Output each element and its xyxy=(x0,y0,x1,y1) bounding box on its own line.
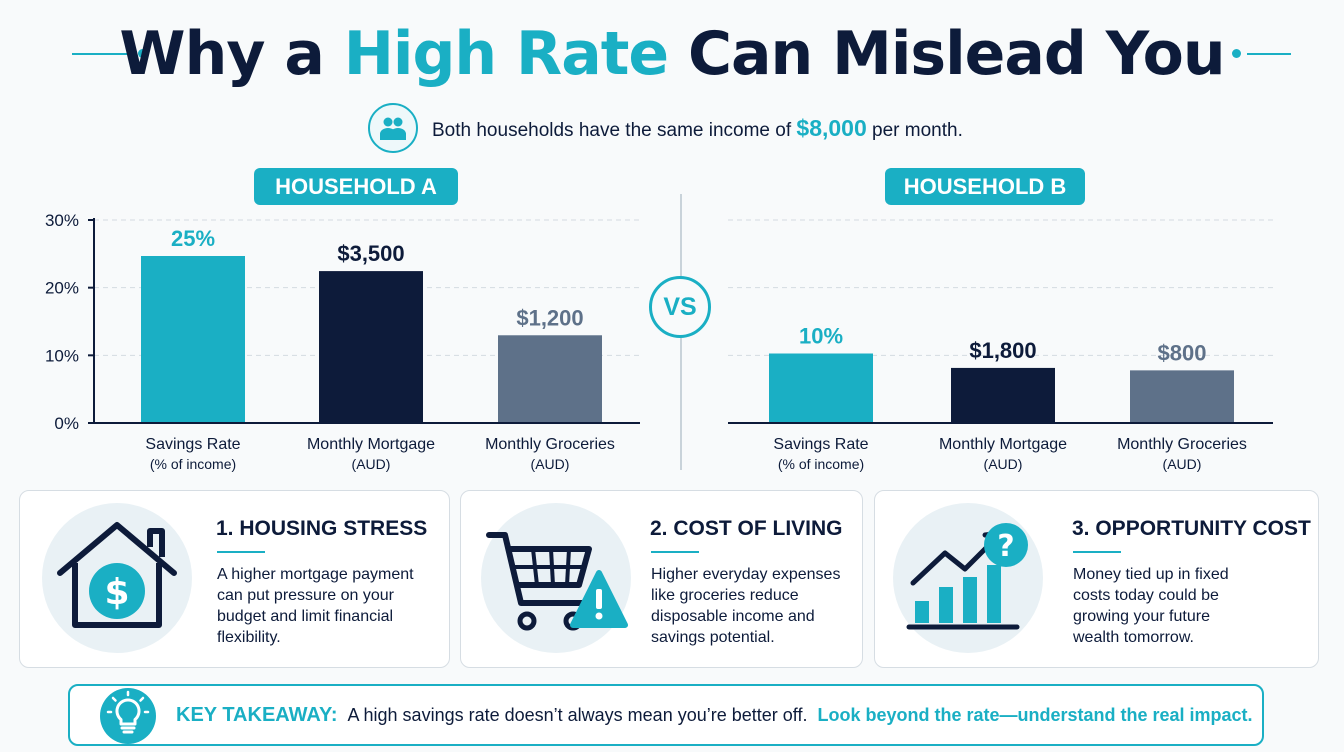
bar xyxy=(141,256,245,423)
svg-text:?: ? xyxy=(997,529,1014,564)
card-body-line: Higher everyday expenses xyxy=(651,566,841,583)
x-category-label: Savings Rate xyxy=(773,436,868,453)
card-title: 3. OPPORTUNITY COST xyxy=(1072,517,1311,540)
x-category-sublabel: (AUD) xyxy=(984,456,1023,472)
housing-stress-card: $ 1. HOUSING STRESS A higher mortgage pa… xyxy=(19,490,450,668)
income-amount: $8,000 xyxy=(796,114,867,141)
lightbulb-icon xyxy=(100,688,156,744)
x-category-sublabel: (AUD) xyxy=(352,456,391,472)
bar xyxy=(769,353,873,423)
x-category-label: Monthly Mortgage xyxy=(939,436,1067,453)
bar-data-label: 10% xyxy=(799,324,843,349)
y-tick-label: 30% xyxy=(45,211,79,230)
card-body-line: wealth tomorrow. xyxy=(1073,629,1194,646)
card-body: A higher mortgage payment can put pressu… xyxy=(217,564,414,648)
cart-warning-icon xyxy=(481,503,631,653)
card-body: Money tied up in fixed costs today could… xyxy=(1073,564,1229,648)
x-category-label: Savings Rate xyxy=(145,436,240,453)
title-deco-right-dot xyxy=(1232,49,1241,58)
title-deco-right-line xyxy=(1247,53,1291,55)
bar-data-label: $3,500 xyxy=(337,241,404,266)
card-body-line: disposable income and xyxy=(651,608,815,625)
household-a-badge: HOUSEHOLD A xyxy=(254,168,458,205)
title-highlight: High Rate xyxy=(343,19,669,89)
household-b-badge: HOUSEHOLD B xyxy=(885,168,1085,205)
income-text-after: per month. xyxy=(866,119,963,141)
takeaway-message: A high savings rate doesn’t always mean … xyxy=(347,704,808,725)
card-divider xyxy=(217,551,265,553)
bar xyxy=(319,271,423,423)
title-after: Can Mislead You xyxy=(668,19,1226,89)
income-text: Both households have the same income of … xyxy=(432,115,963,142)
card-body-line: A higher mortgage payment xyxy=(217,566,414,583)
y-tick-label: 20% xyxy=(45,279,79,298)
card-body-line: growing your future xyxy=(1073,608,1210,625)
cost-of-living-card: 2. COST OF LIVING Higher everyday expens… xyxy=(460,490,863,668)
bar-data-label: $800 xyxy=(1158,340,1207,365)
house-dollar-icon: $ xyxy=(42,503,192,653)
title-before: Why a xyxy=(119,19,344,89)
card-title: 2. COST OF LIVING xyxy=(650,517,843,540)
x-category-sublabel: (AUD) xyxy=(531,456,570,472)
bar xyxy=(951,367,1055,423)
opportunity-cost-card: ? 3. OPPORTUNITY COST Money tied up in f… xyxy=(874,490,1319,668)
card-title: 1. HOUSING STRESS xyxy=(216,517,428,540)
growth-chart-question-icon: ? xyxy=(893,503,1043,653)
page-title: Why a High Rate Can Mislead You xyxy=(0,18,1344,90)
card-divider xyxy=(651,551,699,553)
x-category-label: Monthly Groceries xyxy=(485,436,615,453)
takeaway-emphasis: Look beyond the rate—understand the real… xyxy=(817,704,1253,725)
x-category-sublabel: (AUD) xyxy=(1163,456,1202,472)
title-deco-left-line xyxy=(72,53,128,55)
bar xyxy=(1130,370,1234,423)
takeaway-text: KEY TAKEAWAY: A high savings rate doesn’… xyxy=(176,686,1253,744)
household-comparison-charts: 0% 10% 20% 30% 25% Savings Rate (% of income) $… xyxy=(45,211,1273,472)
x-category-sublabel: (% of income) xyxy=(778,456,864,472)
x-category-label: Monthly Mortgage xyxy=(307,436,435,453)
bar-data-label: 25% xyxy=(171,226,215,251)
vs-badge: VS xyxy=(649,276,711,338)
card-body-line: can put pressure on your xyxy=(217,587,394,604)
title-deco-left-dot xyxy=(138,49,147,58)
takeaway-label: KEY TAKEAWAY: xyxy=(176,703,338,726)
key-takeaway-banner: KEY TAKEAWAY: A high savings rate doesn’… xyxy=(68,684,1264,746)
card-body-line: savings potential. xyxy=(651,629,775,646)
x-category-label: Monthly Groceries xyxy=(1117,436,1247,453)
y-tick-label: 10% xyxy=(45,346,79,365)
bar-data-label: $1,800 xyxy=(969,338,1036,363)
card-body: Higher everyday expenses like groceries … xyxy=(651,564,840,648)
bar xyxy=(498,335,602,423)
svg-text:$: $ xyxy=(104,572,129,613)
card-body-line: costs today could be xyxy=(1073,587,1219,604)
card-body-line: Money tied up in fixed xyxy=(1073,566,1229,583)
people-icon xyxy=(368,103,418,153)
card-body-line: flexibility. xyxy=(217,629,281,646)
x-category-sublabel: (% of income) xyxy=(150,456,236,472)
y-tick-label: 0% xyxy=(54,414,79,433)
bar-data-label: $1,200 xyxy=(516,305,583,330)
card-body-line: like groceries reduce xyxy=(651,587,799,604)
card-divider xyxy=(1073,551,1121,553)
income-text-before: Both households have the same income of xyxy=(432,119,797,141)
card-body-line: budget and limit financial xyxy=(217,608,394,625)
income-note: Both households have the same income of … xyxy=(368,103,963,153)
